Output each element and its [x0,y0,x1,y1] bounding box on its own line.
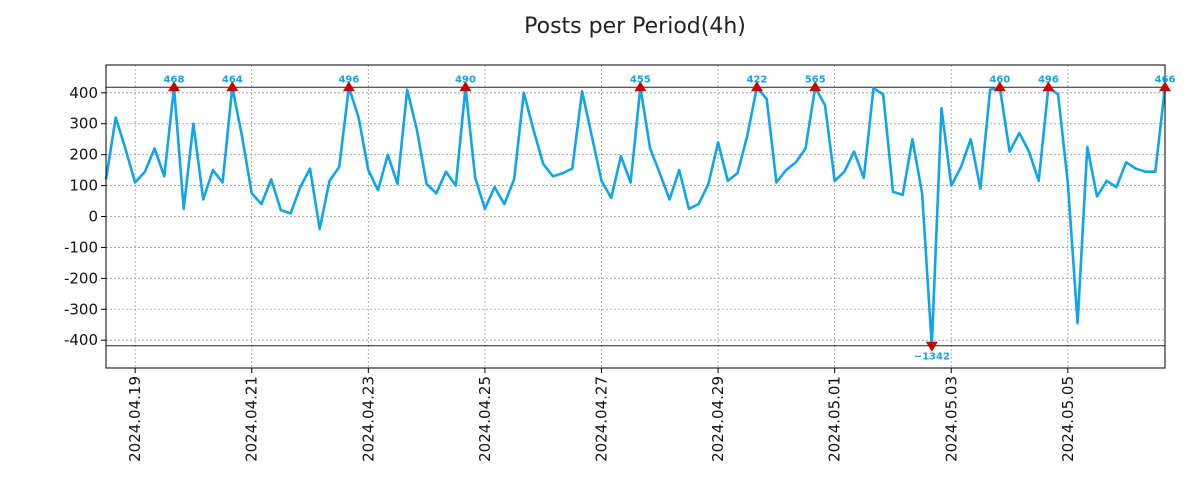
peak-label: 490 [455,74,476,85]
peak-label: 496 [1038,74,1059,85]
x-tick-label: 2024.04.19 [126,376,144,462]
peak-label: 422 [747,74,768,85]
y-tick-label: 0 [88,208,98,226]
peak-marker-up [634,81,647,92]
y-tick-label: 400 [69,84,98,102]
x-tick-label: 2024.05.05 [1059,376,1077,462]
x-tick-label: 2024.04.25 [476,376,494,462]
peak-label: 565 [805,74,826,85]
y-tick-label: 300 [69,115,98,133]
x-tick-label: 2024.04.21 [243,376,261,462]
peak-marker-down [925,341,938,352]
peak-marker-up [168,81,181,92]
y-tick-label: -100 [64,238,98,256]
x-tick-label: 2024.05.01 [826,376,844,462]
y-tick-label: -400 [64,331,98,349]
peak-marker-up [809,81,822,92]
y-tick-label: -200 [64,269,98,287]
peak-marker-up [342,81,355,92]
plot-frame [105,64,1166,369]
peak-label: −1342 [914,352,950,363]
peak-marker-up [750,81,763,92]
chart-title: Posts per Period(4h) [524,14,746,39]
y-tick-label: -300 [64,300,98,318]
peak-marker-up [459,81,472,92]
peak-label: 455 [630,74,651,85]
peak-marker-up [1042,81,1055,92]
y-tick-label: 200 [69,146,98,164]
series-line-posts [104,86,1167,348]
peak-label: 468 [164,74,185,85]
peak-marker-up [993,81,1006,92]
x-tick-label: 2024.05.03 [942,376,960,462]
peak-label: 464 [222,74,243,85]
y-tick-label: 100 [69,177,98,195]
peak-label: 466 [1155,74,1176,85]
x-tick-label: 2024.04.29 [709,376,727,462]
peak-marker-up [1159,81,1171,92]
peak-marker-up [226,81,239,92]
peak-label: 496 [338,74,359,85]
peak-label: 460 [989,74,1010,85]
x-tick-label: 2024.04.27 [592,376,610,462]
x-tick-label: 2024.04.23 [359,376,377,462]
